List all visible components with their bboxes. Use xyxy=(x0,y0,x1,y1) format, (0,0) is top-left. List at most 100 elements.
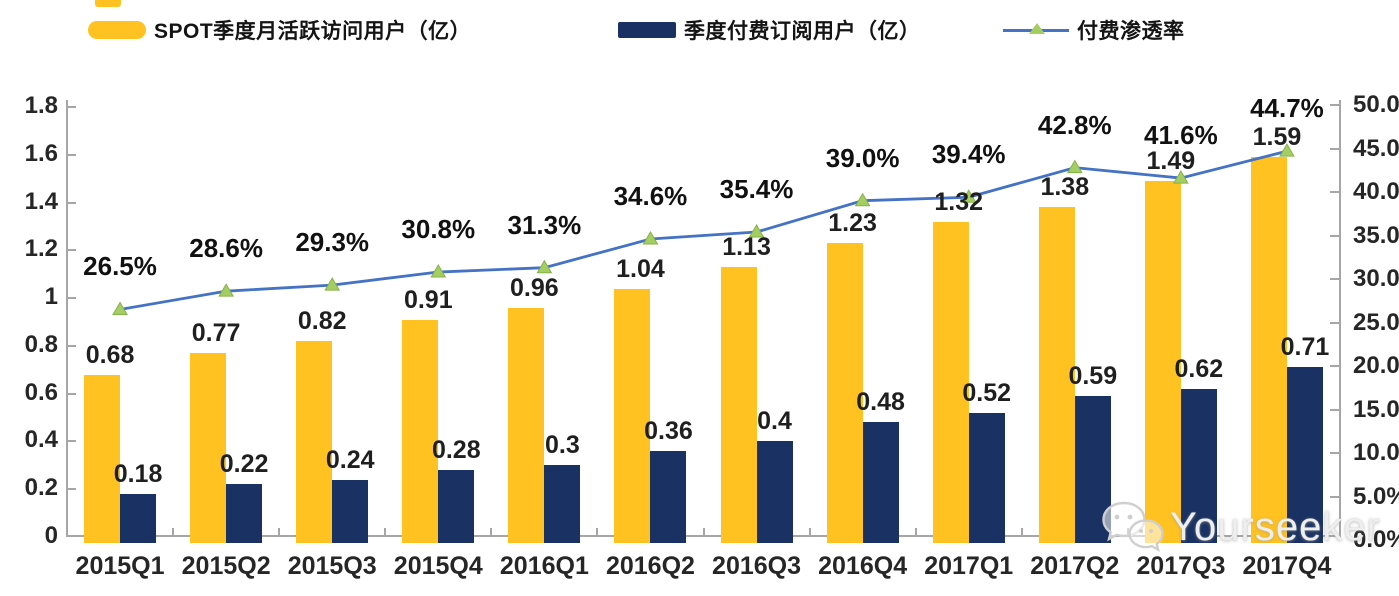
triangle-marker-icon xyxy=(324,277,341,291)
y-axis-right-tick xyxy=(1330,365,1339,367)
bar-label-mau: 1.59 xyxy=(1252,123,1302,152)
subscribers-swatch-icon xyxy=(618,22,676,38)
bar-label-subscribers: 0.4 xyxy=(757,407,792,436)
y-axis-right-tick xyxy=(1330,278,1339,280)
triangle-marker-icon xyxy=(112,301,128,315)
penetration-label: 26.5% xyxy=(83,251,157,282)
bar-label-subscribers: 0.52 xyxy=(962,378,1012,407)
bar-label-subscribers: 0.59 xyxy=(1068,362,1118,391)
y-axis-left-label: 0.4 xyxy=(24,426,58,454)
bar-mau xyxy=(84,374,121,543)
x-axis-label: 2017Q3 xyxy=(1136,552,1226,580)
y-axis-left-label: 0.2 xyxy=(24,474,58,502)
triangle-marker-icon xyxy=(536,259,553,274)
x-axis-tick xyxy=(1020,528,1023,535)
y-axis-left-label: 1.8 xyxy=(24,92,58,119)
penetration-line-marker-icon xyxy=(1003,20,1069,40)
legend-item-mau: SPOT季度月活跃访问用户（亿） xyxy=(88,16,471,44)
y-axis-right-label: 0.0% xyxy=(1353,526,1399,553)
x-axis-tick xyxy=(808,528,811,535)
x-axis xyxy=(66,535,1341,537)
y-axis-right-tick xyxy=(1330,321,1339,324)
bar-label-subscribers: 0.22 xyxy=(219,450,269,479)
y-axis-right xyxy=(1339,100,1341,536)
x-axis-tick xyxy=(1232,528,1235,535)
x-axis-tick xyxy=(278,528,281,535)
triangle-marker-icon xyxy=(642,230,659,245)
y-axis-right-label: 15.0% xyxy=(1353,395,1399,423)
y-axis-right-label: 30.0% xyxy=(1353,265,1399,292)
bar-subscribers xyxy=(544,465,581,543)
triangle-icon xyxy=(1029,23,1045,34)
x-axis-label: 2015Q2 xyxy=(181,552,271,580)
y-axis-right-tick xyxy=(1330,147,1339,150)
bar-label-mau: 1.49 xyxy=(1146,147,1196,176)
y-axis-right-label: 40.0% xyxy=(1353,178,1399,205)
y-axis-right-label: 5.0% xyxy=(1353,482,1399,510)
bar-label-subscribers: 0.28 xyxy=(431,436,481,465)
bar-subscribers xyxy=(862,422,899,543)
x-axis-tick xyxy=(702,528,705,535)
legend-label-penetration: 付费渗透率 xyxy=(1077,20,1185,43)
bar-label-mau: 0.96 xyxy=(510,273,559,302)
bar-subscribers xyxy=(1286,367,1323,543)
bar-subscribers xyxy=(1180,388,1217,543)
y-axis-left xyxy=(66,100,68,536)
x-axis-label: 2017Q2 xyxy=(1030,552,1120,580)
y-axis-right-label: 45.0% xyxy=(1353,134,1399,162)
bar-label-mau: 0.68 xyxy=(85,340,135,369)
penetration-label: 35.4% xyxy=(719,174,794,205)
wechat-icon xyxy=(1102,501,1164,552)
bar-subscribers xyxy=(756,441,793,543)
bar-subscribers xyxy=(226,484,263,543)
y-axis-right-label: 35.0% xyxy=(1353,221,1399,249)
bar-subscribers xyxy=(332,479,369,543)
y-axis-left-label: 1 xyxy=(44,283,58,311)
triangle-marker-icon xyxy=(1066,159,1083,174)
bar-mau xyxy=(402,319,439,543)
y-axis-left-tick xyxy=(67,201,76,204)
x-axis-label: 2016Q4 xyxy=(818,552,908,580)
y-axis-right-tick xyxy=(1330,495,1339,498)
y-axis-left-tick xyxy=(67,106,76,108)
bar-label-subscribers: 0.62 xyxy=(1174,354,1224,383)
bar-mau xyxy=(720,267,757,543)
top-edge-fragment xyxy=(95,0,121,7)
penetration-label: 29.3% xyxy=(295,227,370,258)
bar-label-subscribers: 0.24 xyxy=(325,445,375,474)
bar-label-subscribers: 0.18 xyxy=(113,460,163,488)
x-axis-label: 2015Q4 xyxy=(393,552,483,580)
bar-subscribers xyxy=(968,412,1005,543)
y-axis-right-label: 20.0% xyxy=(1353,352,1399,379)
penetration-label: 30.8% xyxy=(401,214,476,245)
bar-label-subscribers: 0.71 xyxy=(1280,333,1330,362)
bar-label-mau: 1.32 xyxy=(934,187,984,216)
legend-item-penetration: 付费渗透率 xyxy=(1003,16,1185,44)
bar-label-subscribers: 0.48 xyxy=(856,388,905,417)
triangle-marker-icon xyxy=(218,283,234,297)
y-axis-right-tick xyxy=(1330,408,1339,411)
y-axis-right-label: 50.0% xyxy=(1353,91,1399,118)
legend-item-subscribers: 季度付费订阅用户（亿） xyxy=(618,16,921,44)
bar-label-mau: 0.82 xyxy=(297,307,347,336)
triangle-marker-icon xyxy=(430,264,447,278)
y-axis-right-tick xyxy=(1330,104,1339,106)
y-axis-left-label: 1.4 xyxy=(24,187,58,215)
bar-label-mau: 1.38 xyxy=(1040,173,1090,202)
x-axis-tick xyxy=(172,528,175,535)
watermark: Yourseeker xyxy=(1100,498,1381,556)
y-axis-right-tick xyxy=(1330,191,1339,193)
y-axis-left-label: 0.8 xyxy=(24,330,58,358)
x-axis-tick xyxy=(384,528,387,535)
penetration-label: 28.6% xyxy=(189,233,263,264)
y-axis-left-tick xyxy=(67,488,76,491)
x-axis-label: 2015Q1 xyxy=(75,552,165,580)
bar-label-mau: 0.91 xyxy=(403,285,453,314)
bar-mau xyxy=(508,307,545,543)
x-axis-label: 2017Q4 xyxy=(1242,552,1332,580)
watermark-text: Yourseeker xyxy=(1170,504,1381,549)
mau-swatch-icon xyxy=(88,21,146,39)
penetration-label: 39.4% xyxy=(931,139,1006,170)
legend-label-mau: SPOT季度月活跃访问用户（亿） xyxy=(154,20,472,43)
